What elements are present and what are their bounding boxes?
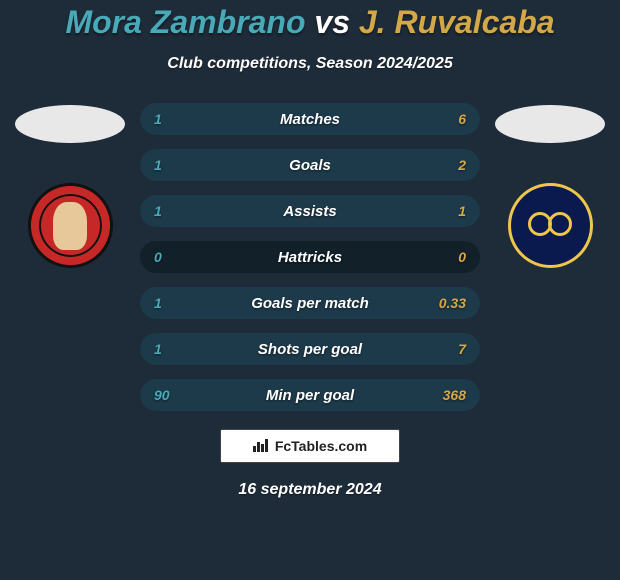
stat-label: Hattricks <box>140 241 480 273</box>
stat-row: 11Assists <box>140 195 480 227</box>
stat-value-left: 0 <box>154 241 162 273</box>
stat-row: 12Goals <box>140 149 480 181</box>
stat-value-right: 6 <box>458 103 466 135</box>
stat-fill-right <box>310 195 480 227</box>
stat-row: 16Matches <box>140 103 480 135</box>
stat-value-right: 1 <box>458 195 466 227</box>
chart-icon <box>253 438 269 455</box>
player2-photo-placeholder <box>495 105 605 143</box>
stat-value-left: 1 <box>154 333 162 365</box>
right-side <box>490 103 610 268</box>
date-text: 16 september 2024 <box>0 481 620 499</box>
stat-value-left: 1 <box>154 195 162 227</box>
title-vs: vs <box>314 4 350 40</box>
content-area: 16Matches12Goals11Assists00Hattricks10.3… <box>0 103 620 411</box>
stat-value-right: 7 <box>458 333 466 365</box>
stat-value-right: 0.33 <box>439 287 466 319</box>
source-text: FcTables.com <box>275 438 367 454</box>
stat-fill-left <box>140 333 184 365</box>
stat-row: 0 0Hattricks <box>140 241 480 273</box>
stat-fill-right <box>252 149 480 181</box>
club-logo-right <box>508 183 593 268</box>
pumas-face-icon <box>524 202 576 250</box>
stat-value-left: 90 <box>154 379 170 411</box>
stat-fill-left <box>140 287 395 319</box>
left-side <box>10 103 130 268</box>
title-player2: J. Ruvalcaba <box>359 4 555 40</box>
stat-fill-left <box>140 379 208 411</box>
stat-fill-left <box>140 103 188 135</box>
stat-row: 10.33Goals per match <box>140 287 480 319</box>
player1-photo-placeholder <box>15 105 125 143</box>
club-logo-left <box>28 183 113 268</box>
stat-value-right: 0 <box>458 241 466 273</box>
subtitle: Club competitions, Season 2024/2025 <box>0 55 620 73</box>
stat-row: 17Shots per goal <box>140 333 480 365</box>
stat-value-right: 2 <box>458 149 466 181</box>
tijuana-dog-icon <box>53 202 87 250</box>
stat-fill-right <box>395 287 480 319</box>
comparison-card: Mora Zambrano vs J. Ruvalcaba Club compe… <box>0 0 620 580</box>
stats-list: 16Matches12Goals11Assists00Hattricks10.3… <box>130 103 490 411</box>
stat-value-right: 368 <box>443 379 466 411</box>
stat-value-left: 1 <box>154 287 162 319</box>
stat-fill-right <box>188 103 480 135</box>
page-title: Mora Zambrano vs J. Ruvalcaba <box>0 4 620 41</box>
stat-value-left: 1 <box>154 149 162 181</box>
stat-value-left: 1 <box>154 103 162 135</box>
stat-fill-right <box>208 379 480 411</box>
stat-fill-right <box>184 333 480 365</box>
stat-fill-left <box>140 195 310 227</box>
title-player1: Mora Zambrano <box>65 4 305 40</box>
stat-row: 90368Min per goal <box>140 379 480 411</box>
source-badge: FcTables.com <box>220 429 400 463</box>
